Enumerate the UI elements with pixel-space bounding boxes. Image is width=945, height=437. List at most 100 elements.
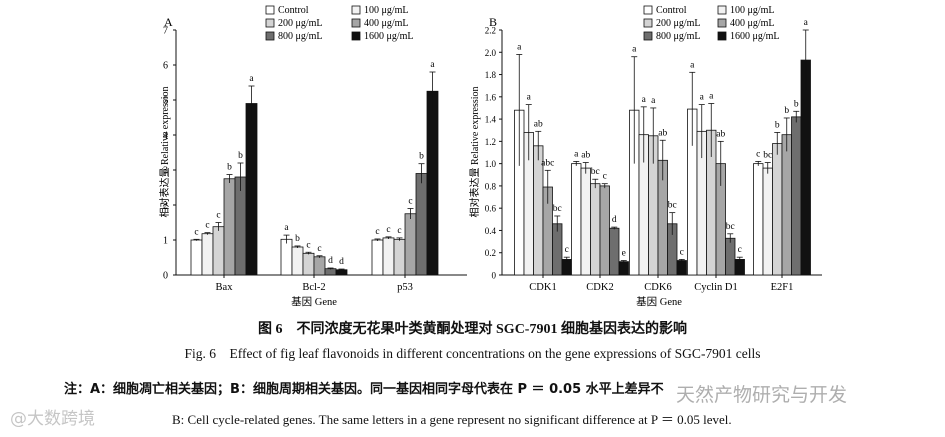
y-axis-title-b: 相对表达量 Relative expression (468, 86, 481, 217)
x-category-label-a: Bcl-2 (302, 282, 325, 293)
bar-b (590, 183, 601, 276)
x-category-label-b: CDK2 (586, 282, 613, 293)
bar-a (371, 239, 384, 276)
legend-label-b: 200 μg/mL (656, 18, 701, 29)
legend-swatch-a (265, 5, 275, 15)
y-tick-label-b: 0.4 (485, 226, 497, 236)
significance-letter-b: a (651, 96, 656, 106)
legend-label-b: 800 μg/mL (656, 31, 701, 42)
bar-b (791, 116, 802, 276)
bar-b (800, 59, 811, 276)
legend-label-a: 100 μg/mL (364, 5, 409, 16)
legend-label-a: Control (278, 5, 309, 16)
legend-swatch-a (351, 5, 361, 15)
watermark-left: @大数跨境 (10, 409, 95, 429)
significance-letter-a: c (317, 244, 321, 254)
bar-a (245, 103, 258, 276)
legend-label-b: 400 μg/mL (730, 18, 775, 29)
significance-letter-b: a (632, 45, 637, 55)
significance-letter-b: a (527, 93, 532, 103)
bar-a (280, 238, 293, 276)
significance-letter-b: c (603, 172, 607, 182)
legend-swatch-b (643, 31, 653, 41)
bar-b (753, 163, 764, 276)
y-tick-label-b: 2.2 (485, 26, 496, 36)
bar-a (335, 269, 348, 276)
significance-letter-a: c (205, 221, 209, 231)
caption-english: Fig. 6 Effect of fig leaf flavonoids in … (184, 346, 761, 361)
y-tick-label-a: 4 (163, 131, 168, 142)
legend-swatch-b (717, 18, 727, 28)
y-tick-label-a: 3 (163, 166, 168, 177)
significance-letter-b: a (642, 95, 647, 105)
x-category-label-a: p53 (397, 282, 413, 293)
bar-b (772, 143, 783, 276)
legend-label-b: Control (656, 5, 687, 16)
legend-swatch-b (643, 5, 653, 15)
legend-swatch-b (717, 31, 727, 41)
significance-letter-b: b (794, 99, 799, 109)
bar-b (561, 259, 572, 276)
note-chinese: 注：A：细胞凋亡相关基因；B：细胞周期相关基因。同一基因相同字母代表在 P ＝ … (64, 382, 664, 397)
legend-label-a: 400 μg/mL (364, 18, 409, 29)
legend-label-a: 800 μg/mL (278, 31, 323, 42)
y-tick-label-b: 1.8 (485, 70, 497, 80)
bar-a (212, 226, 225, 276)
x-axis-title-b: 基因 Gene (636, 295, 682, 308)
y-tick-label-b: 0 (492, 271, 497, 281)
legend-label-a: 200 μg/mL (278, 18, 323, 29)
significance-letter-b: b (775, 120, 780, 130)
panel-a: A 0 1 2 3 4 5 6 7 相对表达量 Relative expression 基因 Gen… (158, 5, 467, 308)
significance-letter-a: c (306, 240, 310, 250)
y-tick-label-b: 1.4 (485, 115, 497, 125)
y-tick-label-a: 5 (163, 96, 168, 107)
y-axis-title-a: 相对表达量 Relative expression (158, 86, 171, 217)
bar-b (609, 227, 620, 276)
bar-a (201, 233, 214, 276)
y-tick-label-a: 7 (163, 26, 168, 37)
significance-letter-a: c (408, 197, 412, 207)
legend-swatch-a (265, 31, 275, 41)
bar-a (393, 238, 406, 276)
bar-b (734, 259, 745, 276)
y-tick-label-b: 2.0 (485, 48, 497, 58)
significance-letter-b: abc (541, 158, 554, 168)
significance-letter-b: a (709, 92, 714, 102)
legend-label-a: 1600 μg/mL (364, 31, 414, 42)
significance-letter-b: b (784, 106, 789, 116)
significance-letter-b: c (756, 149, 760, 159)
significance-letter-a: a (430, 60, 435, 70)
bar-a (190, 239, 203, 276)
bar-a (291, 246, 304, 276)
significance-letter-b: bc (668, 201, 677, 211)
caption-chinese: 图 6 不同浓度无花果叶类黄酮处理对 SGC-7901 细胞基因表达的影响 (258, 322, 687, 337)
significance-letter-b: c (738, 245, 742, 255)
significance-letter-a: b (295, 234, 300, 244)
x-category-label-a: Bax (216, 282, 234, 293)
significance-letter-b: bc (726, 222, 735, 232)
bar-b (571, 163, 582, 276)
significance-letter-b: a (804, 18, 809, 28)
x-category-label-b: CDK6 (644, 282, 671, 293)
y-tick-label-b: 1.0 (485, 159, 497, 169)
bar-a (302, 252, 315, 276)
significance-letter-a: c (216, 211, 220, 221)
significance-letter-b: a (690, 60, 695, 70)
y-tick-label-b: 0.8 (485, 181, 497, 191)
bar-a (404, 213, 417, 276)
note-english: B: Cell cycle-related genes. The same le… (172, 412, 732, 427)
significance-letter-b: ab (716, 129, 725, 139)
legend-swatch-a (351, 18, 361, 28)
legend-swatch-a (351, 31, 361, 41)
significance-letter-b: a (574, 149, 579, 159)
bar-a (382, 237, 395, 276)
panel-label-a: A (164, 15, 173, 29)
significance-letter-b: bc (553, 204, 562, 214)
y-tick-label-a: 1 (163, 236, 168, 247)
bar-a (415, 173, 428, 276)
legend-swatch-b (717, 5, 727, 15)
bar-b (762, 167, 773, 276)
bar-b (781, 134, 792, 276)
panel-label-b: B (489, 15, 497, 29)
